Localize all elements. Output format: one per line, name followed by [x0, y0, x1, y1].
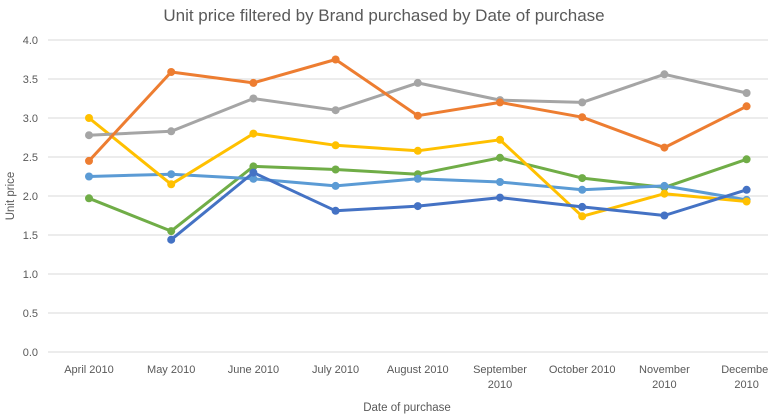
data-point — [249, 162, 258, 171]
series-2 — [85, 55, 751, 165]
y-tick-label: 2.0 — [23, 191, 38, 203]
data-point — [742, 102, 751, 111]
data-point — [742, 197, 751, 206]
series-6 — [85, 153, 751, 236]
y-tick-label: 2.5 — [23, 152, 38, 164]
data-point — [578, 202, 587, 211]
data-point — [578, 212, 587, 221]
x-tick-label: November — [639, 364, 690, 376]
x-tick-label: June 2010 — [228, 364, 279, 376]
x-tick-label: April 2010 — [64, 364, 114, 376]
series-3 — [85, 70, 751, 140]
data-point — [249, 168, 258, 177]
data-point — [249, 94, 258, 103]
series-5 — [85, 170, 751, 204]
x-tick-label: May 2010 — [147, 364, 195, 376]
data-point — [331, 106, 340, 115]
data-point — [742, 89, 751, 97]
x-tick-label: December — [721, 364, 768, 376]
data-point — [742, 185, 751, 194]
data-point — [85, 172, 93, 181]
data-point — [331, 206, 340, 215]
x-tick-label: September — [473, 364, 527, 376]
data-point — [249, 174, 258, 183]
series-line — [88, 156, 748, 233]
data-point — [413, 78, 422, 87]
data-point — [413, 146, 422, 155]
data-point — [660, 211, 669, 220]
data-point — [496, 153, 504, 162]
series-line — [88, 116, 747, 218]
y-tick-label: 1.0 — [23, 269, 38, 281]
data-point — [249, 78, 258, 87]
data-point — [413, 111, 422, 120]
data-point — [742, 155, 751, 164]
series-line — [170, 171, 748, 241]
data-point — [331, 55, 340, 64]
x-tick-label: August 2010 — [387, 364, 449, 376]
data-point — [167, 235, 176, 244]
data-point — [496, 193, 504, 202]
data-point — [249, 129, 258, 138]
data-point — [578, 98, 587, 107]
x-axis-label: Date of purchase — [363, 402, 451, 414]
x-tick-label: 2010 — [488, 379, 512, 391]
data-point — [660, 189, 669, 198]
data-point — [331, 165, 340, 174]
gridlines — [48, 39, 768, 353]
x-axis-ticks: April 2010 May 2010 June 2010 July 2010 Augu… — [64, 364, 768, 391]
y-axis-ticks: 0.0 0.5 1.0 1.5 2.0 2.5 3.0 3.5 4.0 — [23, 35, 38, 359]
data-point — [660, 143, 669, 152]
y-axis-label: Unit price — [5, 172, 17, 221]
data-point — [85, 156, 93, 165]
data-point — [660, 181, 669, 190]
series-4 — [85, 114, 751, 221]
data-point — [167, 68, 176, 76]
y-tick-label: 4.0 — [23, 35, 38, 47]
data-point — [167, 170, 176, 179]
data-point — [85, 131, 93, 140]
data-point — [85, 194, 93, 203]
x-tick-label: 2010 — [734, 379, 758, 391]
series-1 — [167, 168, 751, 244]
x-tick-label: July 2010 — [312, 364, 359, 376]
data-point — [331, 181, 340, 190]
data-point — [578, 113, 587, 122]
data-point — [413, 202, 422, 211]
series-lines — [85, 55, 751, 244]
data-point — [496, 178, 504, 186]
data-point — [660, 70, 669, 79]
data-point — [167, 227, 176, 236]
data-point — [331, 141, 340, 150]
data-point — [167, 127, 176, 136]
y-tick-label: 1.5 — [23, 230, 38, 242]
chart-title: Unit price filtered by Brand purchased b… — [163, 6, 604, 25]
x-tick-label: 2010 — [652, 379, 676, 391]
data-point — [496, 98, 504, 107]
y-tick-label: 3.5 — [23, 74, 38, 86]
data-point — [578, 174, 587, 183]
data-point — [578, 185, 587, 194]
x-tick-label: October 2010 — [549, 364, 616, 376]
data-point — [85, 114, 93, 122]
y-tick-label: 0.5 — [23, 308, 38, 320]
y-tick-label: 0.0 — [23, 347, 38, 359]
data-point — [413, 174, 422, 183]
data-point — [496, 135, 504, 144]
data-point — [167, 180, 176, 189]
y-tick-label: 3.0 — [23, 113, 38, 125]
series-line — [87, 58, 748, 162]
